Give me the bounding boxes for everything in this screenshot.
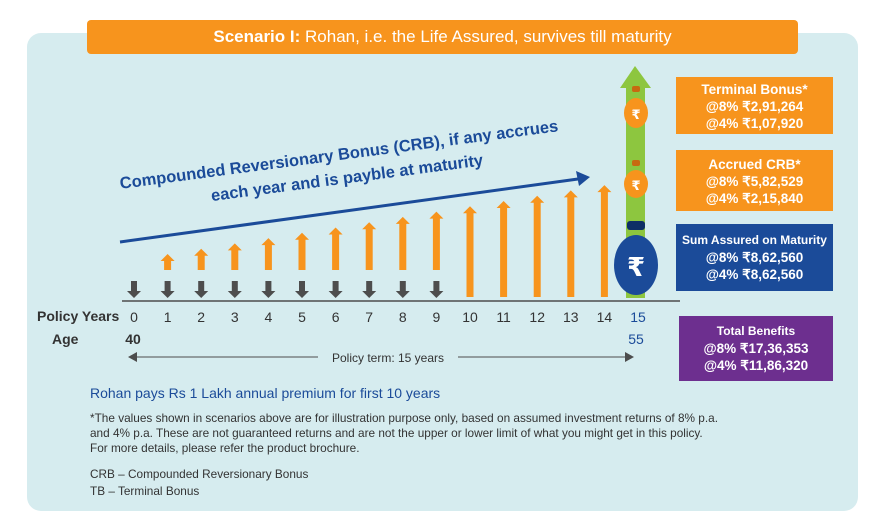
accrued-crb-title: Accrued CRB* bbox=[708, 157, 801, 172]
crb-bag-icon: ₹ bbox=[624, 160, 648, 198]
crb-bar-11 bbox=[496, 201, 511, 297]
crb-bar-1 bbox=[160, 254, 175, 270]
sum-assured-4pct: @4% ₹8,62,560 bbox=[705, 267, 804, 282]
sum-assured-box: Sum Assured on Maturity @8% ₹8,62,560 @4… bbox=[676, 224, 833, 291]
premium-arrow-4 bbox=[261, 281, 276, 298]
crb-bar-3 bbox=[227, 243, 242, 270]
year-label-10: 10 bbox=[462, 309, 478, 325]
sum-assured-bag-icon: ₹ bbox=[614, 221, 658, 295]
premium-note: Rohan pays Rs 1 Lakh annual premium for … bbox=[90, 385, 441, 401]
premium-arrow-8 bbox=[395, 281, 410, 298]
svg-text:₹: ₹ bbox=[627, 253, 645, 283]
sum-assured-8pct: @8% ₹8,62,560 bbox=[705, 250, 804, 265]
year-label-7: 7 bbox=[365, 309, 373, 325]
year-label-14: 14 bbox=[597, 309, 613, 325]
svg-text:₹: ₹ bbox=[631, 108, 640, 123]
accrued-crb-box: Accrued CRB* @8% ₹5,82,529 @4% ₹2,15,840 bbox=[676, 150, 833, 211]
accrued-crb-4pct: @4% ₹2,15,840 bbox=[705, 191, 804, 206]
crb-bar-5 bbox=[295, 232, 309, 270]
yearly-markers bbox=[127, 185, 612, 298]
year-label-1: 1 bbox=[164, 309, 172, 325]
crb-bar-14 bbox=[597, 185, 612, 297]
disclaimer-line3: For more details, please refer the produ… bbox=[90, 441, 360, 455]
year-label-0: 0 bbox=[130, 309, 138, 325]
year-label-2: 2 bbox=[197, 309, 205, 325]
terminal-bonus-title: Terminal Bonus* bbox=[701, 82, 808, 97]
year-label-12: 12 bbox=[529, 309, 545, 325]
premium-arrow-1 bbox=[160, 281, 175, 298]
premium-arrow-9 bbox=[429, 281, 444, 298]
year-label-9: 9 bbox=[433, 309, 441, 325]
sum-assured-title: Sum Assured on Maturity bbox=[682, 233, 827, 247]
accrued-crb-8pct: @8% ₹5,82,529 bbox=[705, 174, 804, 189]
policy-term-right-arrowhead bbox=[625, 352, 634, 362]
terminal-bonus-8pct: @8% ₹2,91,264 bbox=[705, 99, 804, 114]
total-benefits-title: Total Benefits bbox=[716, 324, 796, 338]
crb-bar-9 bbox=[429, 211, 444, 270]
year-label-13: 13 bbox=[563, 309, 579, 325]
abbrev-tb: TB – Terminal Bonus bbox=[90, 484, 200, 498]
total-benefits-box: Total Benefits @8% ₹17,36,353 @4% ₹11,86… bbox=[679, 316, 833, 381]
maturity-arrow-head bbox=[620, 66, 651, 88]
policy-term-left-arrowhead bbox=[128, 352, 137, 362]
crb-bar-8 bbox=[395, 216, 410, 270]
premium-arrow-0 bbox=[127, 281, 141, 298]
crb-bar-4 bbox=[261, 238, 276, 270]
disclaimer-line2: and 4% p.a. These are not guaranteed ret… bbox=[90, 426, 703, 440]
abbrev-crb: CRB – Compounded Reversionary Bonus bbox=[90, 467, 309, 481]
scenario-banner: Scenario I: Rohan, i.e. the Life Assured… bbox=[87, 20, 798, 54]
age-start: 40 bbox=[125, 331, 141, 347]
banner-text: Rohan, i.e. the Life Assured, survives t… bbox=[305, 27, 672, 46]
premium-arrow-6 bbox=[328, 281, 343, 298]
crb-bar-12 bbox=[530, 195, 545, 297]
total-benefits-8pct: @8% ₹17,36,353 bbox=[703, 341, 809, 356]
premium-arrow-3 bbox=[227, 281, 242, 298]
crb-bar-6 bbox=[328, 227, 343, 270]
premium-arrow-5 bbox=[295, 281, 309, 298]
crb-bar-13 bbox=[563, 190, 578, 297]
premium-arrow-7 bbox=[362, 281, 377, 298]
terminal-bonus-4pct: @4% ₹1,07,920 bbox=[705, 116, 804, 131]
total-benefits-4pct: @4% ₹11,86,320 bbox=[703, 358, 809, 373]
year-label-11: 11 bbox=[496, 309, 511, 325]
crb-bar-2 bbox=[194, 248, 209, 270]
crb-bar-10 bbox=[463, 206, 477, 297]
policy-years-label: Policy Years bbox=[37, 308, 120, 324]
banner-lead: Scenario I: bbox=[213, 27, 301, 46]
year-label-8: 8 bbox=[399, 309, 407, 325]
crb-trend-arrowhead bbox=[576, 171, 590, 186]
age-end: 55 bbox=[628, 331, 644, 347]
disclaimer-line1: *The values shown in scenarios above are… bbox=[90, 411, 718, 425]
year-label-4: 4 bbox=[265, 309, 273, 325]
premium-arrow-2 bbox=[194, 281, 209, 298]
year-label-15: 15 bbox=[630, 309, 646, 325]
policy-year-labels: 0 1 2 3 4 5 6 7 8 9 10 11 12 13 14 15 bbox=[130, 309, 646, 325]
crb-bar-7 bbox=[362, 222, 377, 270]
policy-term-label: Policy term: 15 years bbox=[332, 351, 444, 365]
crb-trend-arrow bbox=[119, 177, 579, 244]
svg-text:₹: ₹ bbox=[631, 179, 640, 194]
terminal-bonus-bag-icon: ₹ bbox=[624, 86, 648, 128]
year-label-5: 5 bbox=[298, 309, 306, 325]
age-label: Age bbox=[52, 331, 79, 347]
terminal-bonus-box: Terminal Bonus* @8% ₹2,91,264 @4% ₹1,07,… bbox=[676, 77, 833, 134]
crb-label: Compounded Reversionary Bonus (CRB), if … bbox=[119, 117, 560, 205]
year-label-6: 6 bbox=[332, 309, 340, 325]
year-label-3: 3 bbox=[231, 309, 239, 325]
